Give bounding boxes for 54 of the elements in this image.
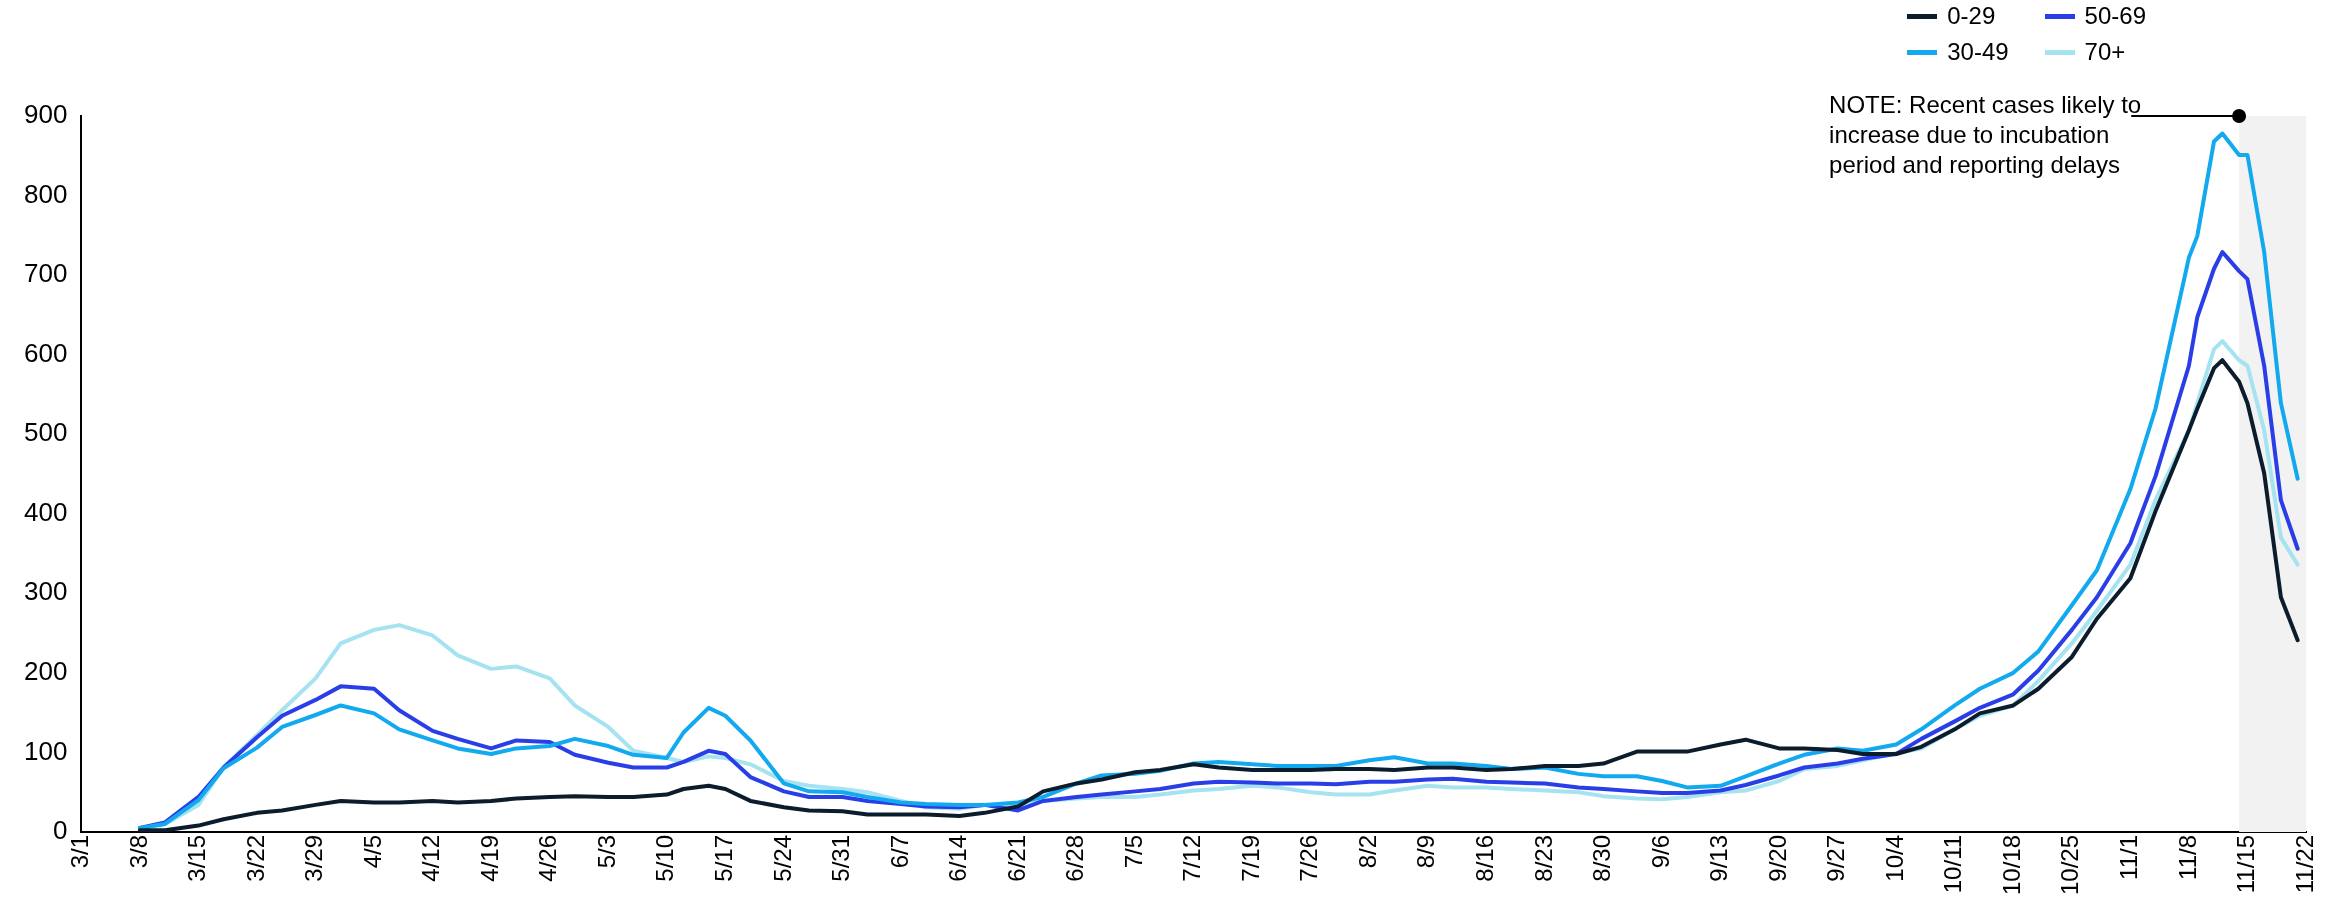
x-tick-label: 10/25 — [2056, 834, 2084, 895]
x-tick-label: 9/13 — [1705, 834, 1733, 882]
y-tick-label: 500 — [23, 417, 68, 448]
x-tick-label: 5/17 — [709, 834, 737, 882]
x-tick-label: 9/27 — [1822, 834, 1850, 882]
x-tick-label: 4/5 — [358, 834, 386, 869]
x-tick-label: 3/8 — [124, 834, 152, 869]
x-tick-label: 5/24 — [768, 834, 796, 882]
legend-label: 50-69 — [2084, 2, 2146, 30]
x-tick-label: 3/22 — [241, 834, 269, 882]
x-tick-label: 8/23 — [1529, 834, 1557, 882]
x-tick-label: 3/15 — [183, 834, 211, 882]
x-tick-label: 6/14 — [944, 834, 972, 882]
x-tick-label: 4/26 — [534, 834, 562, 882]
x-tick-label: 5/10 — [651, 834, 679, 882]
x-tick-label: 11/1 — [2115, 834, 2142, 880]
x-tick-label: 5/31 — [827, 834, 855, 882]
x-tick-label: 3/29 — [300, 834, 328, 882]
legend-label: 0-29 — [1947, 2, 1996, 30]
x-tick-label: 11/22 — [2290, 834, 2318, 894]
x-tick-label: 4/19 — [475, 834, 503, 882]
x-tick-label: 3/1 — [66, 834, 93, 869]
x-tick-label: 8/9 — [1412, 834, 1440, 869]
y-tick-label: 900 — [23, 99, 68, 130]
y-tick-label: 400 — [23, 496, 68, 527]
x-tick-label: 7/19 — [1236, 834, 1264, 882]
x-tick-label: 8/30 — [1588, 834, 1616, 882]
y-tick-label: 700 — [23, 258, 68, 289]
x-tick-label: 10/4 — [1880, 834, 1908, 882]
x-tick-label: 10/18 — [1997, 834, 2025, 895]
y-tick-label: 600 — [23, 337, 68, 368]
legend-label: 70+ — [2084, 38, 2126, 66]
x-tick-label: 9/6 — [1646, 834, 1674, 869]
x-tick-label: 6/28 — [1061, 834, 1089, 882]
y-tick-label: 0 — [52, 815, 68, 846]
legend-label: 30-49 — [1947, 38, 2009, 66]
x-tick-label: 11/15 — [2232, 834, 2260, 894]
x-tick-label: 4/12 — [417, 834, 445, 882]
x-tick-label: 10/11 — [1939, 834, 1967, 894]
x-tick-label: 9/20 — [1763, 834, 1791, 882]
x-tick-label: 8/16 — [1471, 834, 1499, 882]
y-tick-label: 200 — [23, 656, 68, 687]
y-tick-label: 300 — [23, 576, 68, 607]
y-tick-label: 800 — [23, 178, 68, 209]
x-tick-label: 11/8 — [2173, 834, 2201, 880]
x-tick-label: 6/21 — [1002, 834, 1030, 882]
x-tick-label: 5/3 — [592, 834, 620, 869]
x-tick-label: 8/2 — [1353, 834, 1381, 869]
x-tick-label: 6/7 — [885, 834, 913, 869]
band-label: NOTE: Recent cases likely to increase due to incubation period and reporting delays — [1829, 90, 2142, 178]
y-tick-label: 100 — [23, 735, 68, 766]
x-tick-label: 7/12 — [1178, 834, 1206, 882]
x-tick-label: 7/5 — [1119, 834, 1147, 869]
x-tick-label: 7/26 — [1295, 834, 1323, 882]
